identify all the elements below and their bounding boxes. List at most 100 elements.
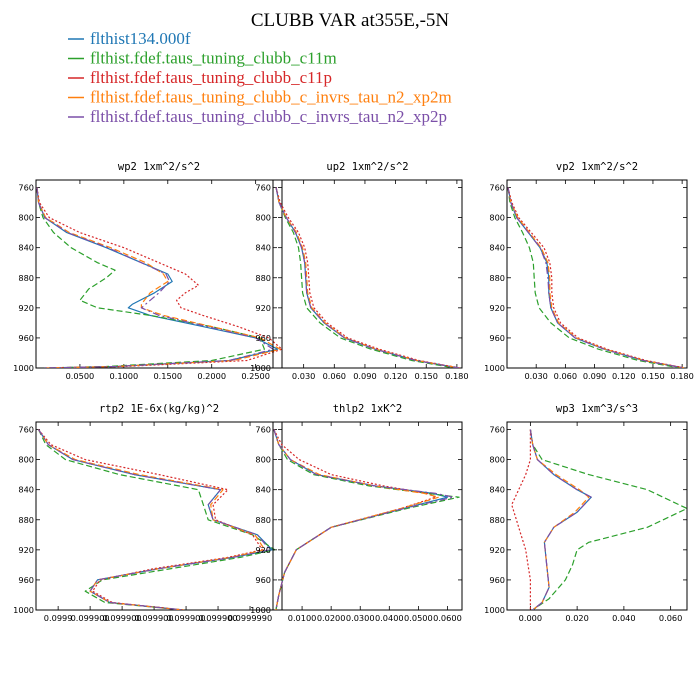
series-line-c11m	[37, 429, 276, 610]
y-tick-label: 760	[255, 183, 271, 193]
series-line-c11p	[511, 429, 532, 610]
x-tick-label: 0.0999	[44, 613, 73, 623]
x-tick-label: 0.0200	[317, 613, 346, 623]
series-line-xp2p	[273, 429, 454, 610]
y-tick-label: 1000	[250, 363, 271, 373]
series-group	[36, 187, 282, 368]
series-line-xp2m	[529, 429, 590, 610]
plot-frame	[35, 179, 283, 369]
y-tick-label: 960	[255, 333, 271, 343]
x-tick-label: 0.0600	[433, 613, 462, 623]
panel-title: up2 1xm^2/s^2	[326, 161, 408, 173]
y-tick-label: 840	[255, 243, 271, 253]
series-line-c11m	[36, 187, 265, 368]
series-group	[37, 429, 276, 610]
x-tick-label: 0.0500	[404, 613, 433, 623]
legend-entry: flthist.fdef.taus_tuning_clubb_c11p	[90, 68, 332, 87]
y-tick-label: 800	[18, 213, 34, 223]
y-tick-label: 760	[18, 183, 34, 193]
x-tick-label: 0.120	[384, 371, 407, 381]
series-group	[275, 187, 461, 368]
y-tick-label: 760	[255, 425, 271, 435]
y-tick-label: 840	[489, 485, 505, 495]
series-group	[273, 429, 460, 610]
y-tick-label: 960	[489, 575, 505, 585]
x-tick-label: 0.0100	[288, 613, 317, 623]
x-tick-label: 0.150	[415, 371, 438, 381]
y-tick-label: 920	[18, 545, 34, 555]
x-tick-label: 0.180	[445, 371, 468, 381]
y-tick-label: 800	[489, 213, 505, 223]
y-tick-label: 960	[489, 333, 505, 343]
series-line-xp2m	[507, 187, 685, 368]
y-tick-label: 760	[489, 183, 505, 193]
series-line-xp2p	[37, 429, 271, 610]
series-line-c11p	[273, 429, 437, 610]
y-tick-label: 800	[255, 213, 271, 223]
panel-3: vp2 1xm^2/s^2 760 800 840 880 920 960 1000 0.030…	[484, 161, 694, 381]
panel-title: rtp2 1E-6x(kg/kg)^2	[99, 403, 219, 415]
x-tick-label: 0.030	[292, 371, 315, 381]
series-line-flthist134-000f	[36, 187, 279, 368]
x-tick-label: 0.0300	[346, 613, 375, 623]
x-tick-label: 0.040	[612, 613, 635, 623]
x-tick-label: 0.0500	[66, 371, 95, 381]
y-tick-label: 960	[18, 575, 34, 585]
legend-entry: flthist.fdef.taus_tuning_clubb_c11m	[90, 49, 337, 68]
x-tick-label: 0.099900	[103, 613, 142, 623]
x-tick-label: 0.0400	[375, 613, 404, 623]
y-tick-label: 840	[255, 485, 271, 495]
y-tick-label: 920	[489, 545, 505, 555]
panel-title: thlp2 1xK^2	[333, 403, 403, 415]
y-tick-label: 760	[18, 425, 34, 435]
series-group	[507, 187, 686, 368]
x-tick-label: 0.120	[612, 371, 635, 381]
x-tick-label: 0.099900	[135, 613, 174, 623]
panel-title: wp2 1xm^2/s^2	[118, 161, 200, 173]
series-line-c11p	[275, 187, 461, 368]
legend: flthist134.000fflthist.fdef.taus_tuning_…	[68, 29, 452, 126]
x-tick-label: 0.1500	[153, 371, 182, 381]
series-line-xp2m	[37, 429, 266, 610]
y-tick-label: 840	[18, 485, 34, 495]
series-line-xp2p	[529, 429, 592, 610]
x-tick-label: 0.090	[353, 371, 376, 381]
legend-entry: flthist.fdef.taus_tuning_clubb_c_invrs_t…	[90, 88, 452, 107]
y-tick-label: 920	[255, 303, 271, 313]
y-tick-label: 1000	[484, 363, 505, 373]
y-tick-label: 880	[18, 515, 34, 525]
series-line-xp2p	[36, 187, 274, 368]
y-tick-label: 1000	[250, 605, 271, 615]
panel-title: vp2 1xm^2/s^2	[556, 161, 638, 173]
y-tick-label: 1000	[13, 605, 34, 615]
y-tick-label: 840	[489, 243, 505, 253]
series-group	[511, 429, 687, 610]
y-tick-label: 920	[489, 303, 505, 313]
x-tick-label: 0.150	[641, 371, 664, 381]
y-tick-label: 800	[255, 455, 271, 465]
y-tick-label: 800	[489, 455, 505, 465]
series-line-c11p	[36, 187, 282, 368]
x-tick-label: 0.020	[565, 613, 588, 623]
y-tick-label: 880	[255, 515, 271, 525]
series-line-xp2m	[36, 187, 281, 368]
y-tick-label: 1000	[484, 605, 505, 615]
x-tick-label: 0.099900	[71, 613, 110, 623]
series-line-flthist134-000f	[275, 187, 460, 368]
plot-frame	[272, 421, 463, 611]
panel-1: wp2 1xm^2/s^2 760 800 840 880 920 960 1000 0.050…	[13, 161, 283, 381]
series-line-xp2m	[273, 429, 440, 610]
series-line-c11m	[529, 429, 687, 610]
y-tick-label: 840	[18, 243, 34, 253]
legend-entry: flthist134.000f	[90, 29, 191, 48]
y-tick-label: 1000	[13, 363, 34, 373]
panel-2: up2 1xm^2/s^2 760 800 840 880 920 960 1000 0.030…	[250, 161, 468, 381]
x-tick-label: 0.2000	[197, 371, 226, 381]
panel-6: wp3 1xm^3/s^3 760 800 840 880 920 960 1000 0.000…	[484, 403, 688, 623]
series-line-xp2m	[275, 187, 460, 368]
y-tick-label: 880	[489, 515, 505, 525]
series-line-xp2p	[507, 187, 685, 368]
x-tick-label: 0.1000	[110, 371, 139, 381]
